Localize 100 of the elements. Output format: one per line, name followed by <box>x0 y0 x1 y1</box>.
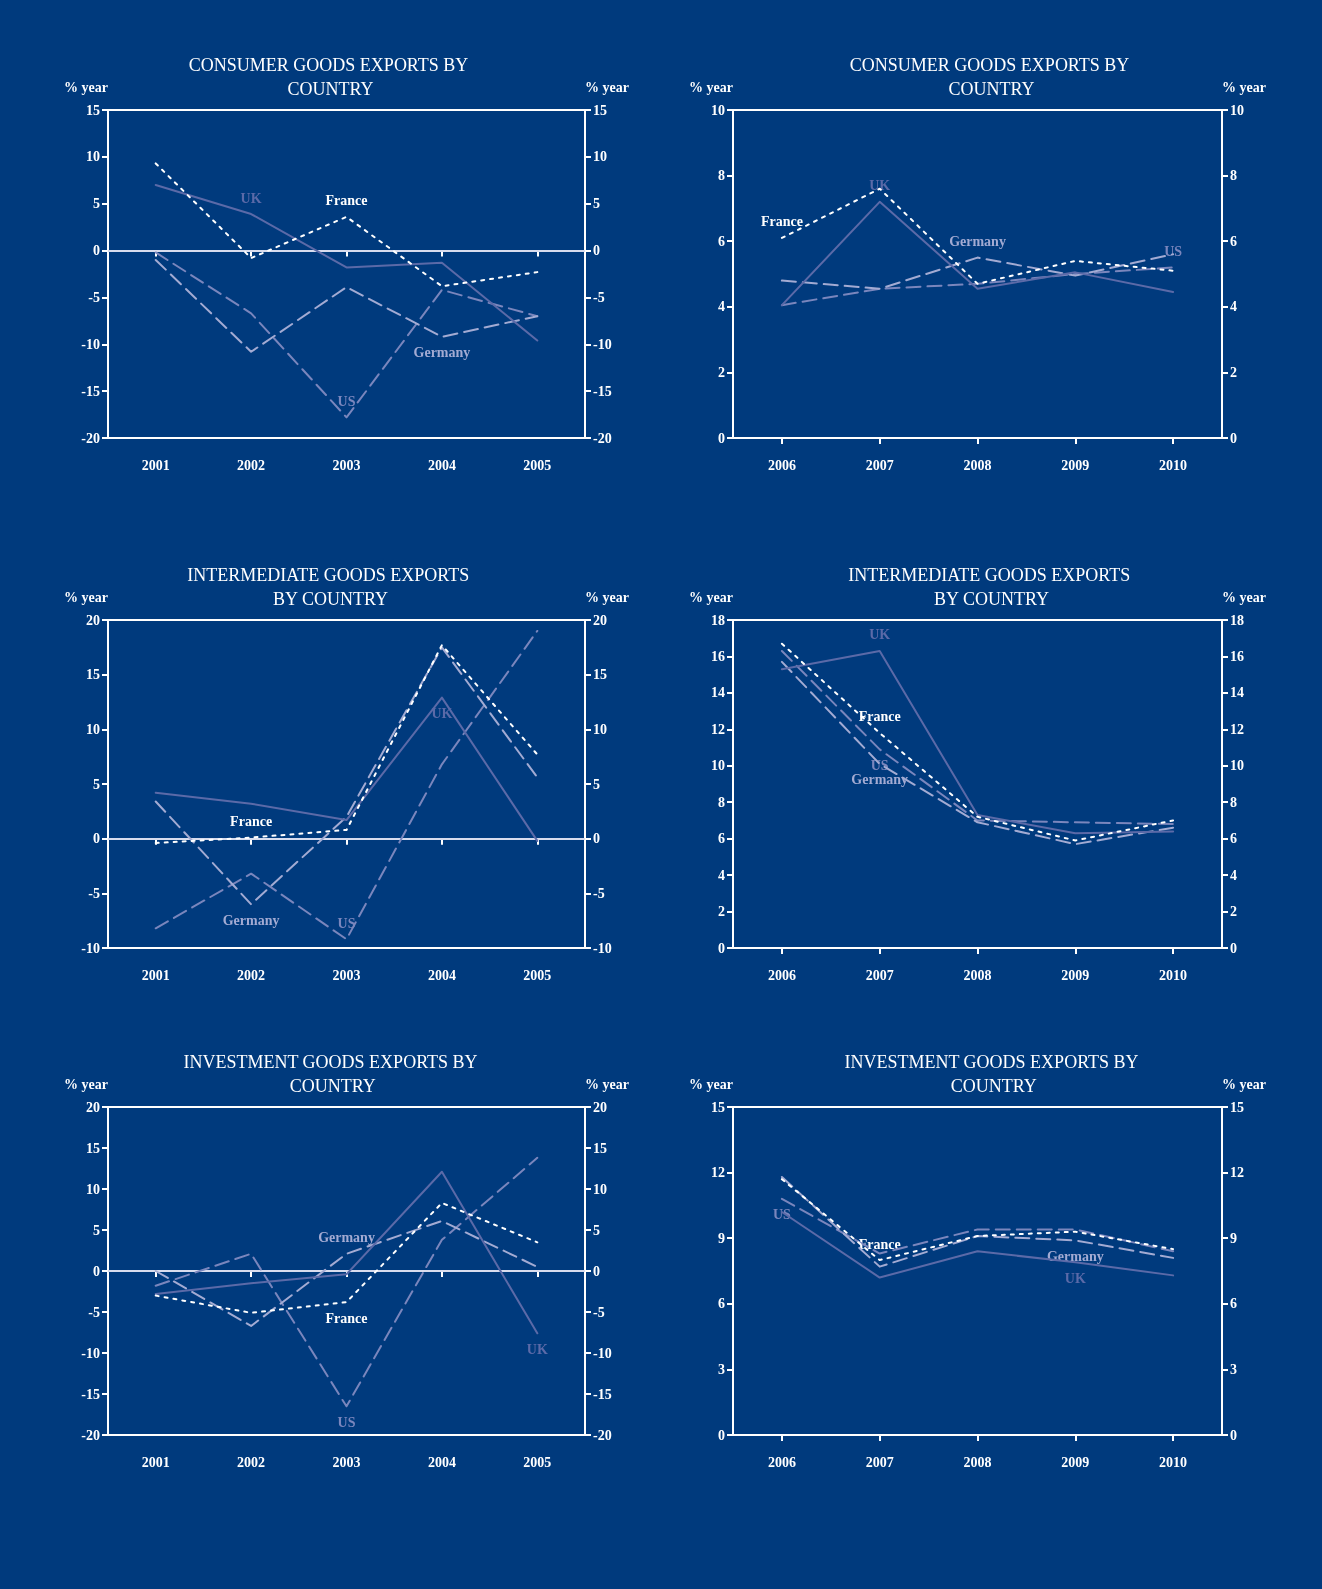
x-tick-label: 2005 <box>523 967 552 983</box>
y2-tick-label: 6 <box>1230 831 1237 847</box>
x-tick-label: 2010 <box>1159 1454 1188 1470</box>
x-tick-label: 2010 <box>1159 457 1188 473</box>
y-tick-label: -15 <box>81 1386 100 1402</box>
series-label: Germany <box>413 345 471 361</box>
y2-tick-label: -5 <box>593 885 605 901</box>
y2-tick-label: 0 <box>1230 1427 1237 1443</box>
y2-axis-title: % year <box>585 1076 629 1092</box>
y-tick-label: 10 <box>86 149 100 165</box>
y2-tick-label: 10 <box>593 149 607 165</box>
y2-axis-title: % year <box>585 79 629 95</box>
y-tick-label: 0 <box>718 940 725 956</box>
x-tick-label: 2009 <box>1061 457 1090 473</box>
line-series <box>154 696 539 842</box>
y-tick-label: 9 <box>718 1230 725 1246</box>
y-axis-title: % year <box>689 79 733 95</box>
series-label: US <box>337 1414 356 1430</box>
line-series <box>154 1219 539 1327</box>
y2-tick-label: 0 <box>593 243 600 259</box>
x-tick-label: 2004 <box>427 967 456 983</box>
y2-tick-label: 12 <box>1230 1165 1244 1181</box>
x-tick-label: 2006 <box>767 457 796 473</box>
y2-tick-label: -10 <box>593 336 612 352</box>
chart-title: CONSUMER GOODS EXPORTS BY COUNTRY <box>849 55 1134 99</box>
series-label: UK <box>526 1341 548 1357</box>
y-tick-label: 10 <box>711 102 725 118</box>
y2-tick-label: -15 <box>593 383 612 399</box>
y-tick-label: 5 <box>93 776 100 792</box>
y-tick-label: -10 <box>81 1345 100 1361</box>
series-label: France <box>325 1310 368 1326</box>
y-tick-label: 15 <box>711 1099 725 1115</box>
y-tick-label: 15 <box>86 1140 100 1156</box>
y2-tick-label: 15 <box>593 102 607 118</box>
series-label: Germany <box>1046 1248 1104 1264</box>
y2-tick-label: 5 <box>593 1222 600 1238</box>
y-tick-label: 10 <box>711 758 725 774</box>
chart-title: INVESTMENT GOODS EXPORTS BY COUNTRY <box>844 1052 1139 1096</box>
y-tick-label: 14 <box>711 685 725 701</box>
y-tick-label: -20 <box>81 1427 100 1443</box>
x-tick-label: 2004 <box>427 457 456 473</box>
y2-tick-label: 20 <box>593 1099 607 1115</box>
y2-tick-label: 8 <box>1230 794 1237 810</box>
series-label: UK <box>240 190 262 206</box>
y-tick-label: 2 <box>718 364 725 380</box>
y2-tick-label: -15 <box>593 1386 612 1402</box>
x-tick-label: 2009 <box>1061 967 1090 983</box>
series-label: US <box>772 1207 792 1223</box>
line-series <box>154 183 539 342</box>
y-tick-label: 18 <box>711 612 725 628</box>
y2-tick-label: -20 <box>593 430 612 446</box>
y-tick-label: -20 <box>81 430 100 446</box>
y2-tick-label: 4 <box>1230 299 1237 315</box>
y2-tick-label: 20 <box>593 612 607 628</box>
y2-tick-label: 10 <box>593 721 607 737</box>
series-label: UK <box>1064 1270 1086 1286</box>
series-label: France <box>325 193 368 209</box>
line-series <box>154 629 539 941</box>
y2-tick-label: 6 <box>1230 1296 1237 1312</box>
series-label: UK <box>869 627 891 643</box>
y2-tick-label: 0 <box>1230 940 1237 956</box>
y-tick-label: 16 <box>711 648 725 664</box>
chart-title: INTERMEDIATE GOODS EXPORTS BY COUNTRY <box>848 565 1135 609</box>
y2-tick-label: -10 <box>593 1345 612 1361</box>
y2-tick-label: 3 <box>1230 1361 1237 1377</box>
y-axis-title: % year <box>689 589 733 605</box>
x-tick-label: 2006 <box>767 967 796 983</box>
y2-tick-label: 8 <box>1230 168 1237 184</box>
y2-tick-label: 4 <box>1230 867 1237 883</box>
y2-tick-label: 12 <box>1230 721 1244 737</box>
x-tick-label: 2008 <box>963 1454 992 1470</box>
line-series <box>154 162 539 288</box>
y-tick-label: 12 <box>711 1165 725 1181</box>
x-tick-label: 2007 <box>865 457 894 473</box>
y-tick-label: 0 <box>93 831 100 847</box>
x-tick-label: 2001 <box>141 967 170 983</box>
x-tick-label: 2004 <box>427 1454 456 1470</box>
y2-tick-label: 0 <box>593 831 600 847</box>
y-tick-label: 5 <box>93 1222 100 1238</box>
y-tick-label: 0 <box>718 1427 725 1443</box>
y2-tick-label: 5 <box>593 196 600 212</box>
y2-tick-label: 15 <box>593 667 607 683</box>
y2-axis-title: % year <box>1222 1076 1266 1092</box>
line-series <box>154 1170 539 1335</box>
y-tick-label: 6 <box>718 831 725 847</box>
series-label: Germany <box>949 234 1006 250</box>
x-tick-label: 2002 <box>237 1454 266 1470</box>
y2-tick-label: -5 <box>593 289 605 305</box>
series-label: UK <box>431 706 453 722</box>
y-tick-label: 2 <box>718 904 725 920</box>
y2-tick-label: -5 <box>593 1304 605 1320</box>
y2-tick-label: 10 <box>1230 758 1244 774</box>
chart-title: INTERMEDIATE GOODS EXPORTS BY COUNTRY <box>187 565 474 609</box>
y2-tick-label: 15 <box>1230 1099 1244 1115</box>
x-tick-label: 2007 <box>865 967 894 983</box>
series-label: US <box>1164 243 1183 259</box>
y-axis-title: % year <box>64 79 108 95</box>
y2-axis-title: % year <box>1222 79 1266 95</box>
y-tick-label: 6 <box>718 1296 725 1312</box>
y-tick-label: -10 <box>81 940 100 956</box>
